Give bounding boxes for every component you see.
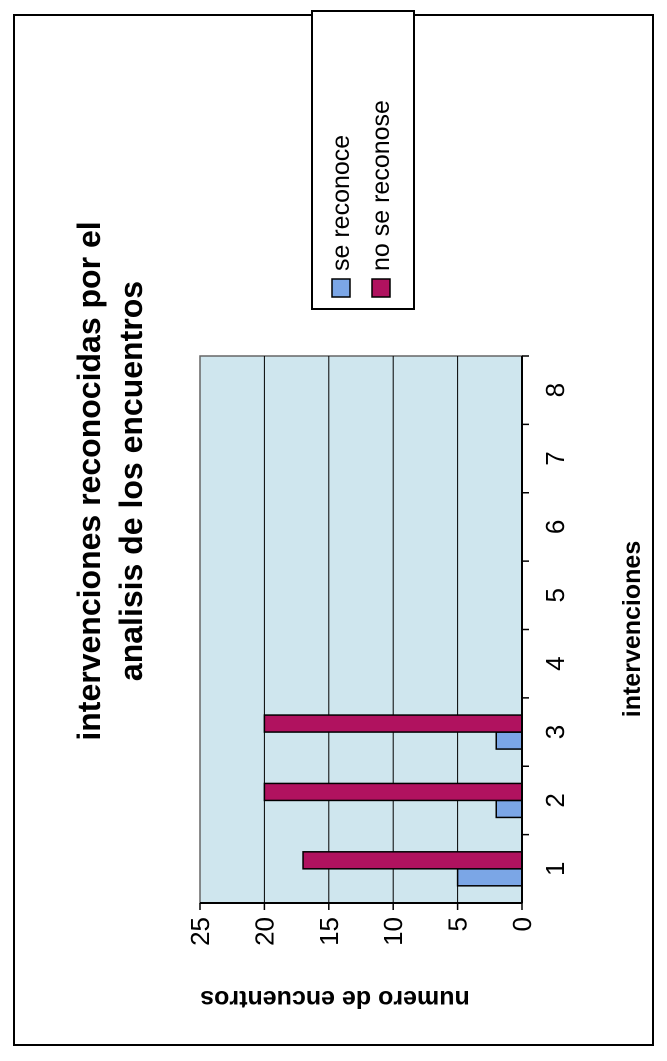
legend: se reconoce no se reconose — [311, 10, 415, 310]
y-tick-label: 10 — [378, 917, 408, 946]
x-tick-label: 5 — [540, 588, 570, 602]
x-tick-label: 4 — [540, 656, 570, 670]
legend-swatch — [371, 278, 391, 298]
bar — [495, 799, 523, 819]
bars — [263, 714, 523, 887]
legend-swatch — [331, 278, 351, 298]
legend-entry: se reconoce — [327, 135, 355, 271]
bar — [302, 851, 523, 870]
legend-box — [311, 10, 415, 310]
y-axis-title: numero de encuentros — [200, 985, 470, 1013]
x-tick-label: 2 — [540, 793, 570, 807]
x-axis-title: intervenciones — [618, 541, 646, 717]
legend-entry: no se reconose — [367, 100, 395, 271]
bar — [263, 782, 523, 802]
y-tick-label: 25 — [185, 917, 215, 946]
chart-title-line-1: intervenciones reconocidas por el — [71, 221, 107, 740]
x-tick-label: 7 — [540, 451, 570, 465]
x-tick-label: 1 — [540, 862, 570, 876]
gridlines — [263, 356, 459, 903]
bar — [456, 868, 523, 887]
bar — [495, 731, 523, 750]
x-tick-label: 8 — [540, 383, 570, 397]
y-tick-label: 0 — [507, 917, 537, 931]
y-tick-labels: 0 5 10 15 20 25 — [185, 903, 537, 946]
y-tick-label: 20 — [249, 917, 279, 946]
chart-title: intervenciones reconocidas por el analis… — [71, 221, 149, 740]
x-tick-labels: 1 2 3 4 5 6 7 8 — [522, 355, 570, 876]
y-tick-label: 5 — [443, 917, 473, 931]
x-tick-label: 3 — [540, 725, 570, 739]
plot-area — [199, 355, 523, 904]
x-tick-label: 6 — [540, 520, 570, 534]
chart-title-line-2: analisis de los encuentros — [113, 281, 149, 681]
y-tick-label: 15 — [314, 917, 344, 946]
bar — [263, 714, 523, 733]
